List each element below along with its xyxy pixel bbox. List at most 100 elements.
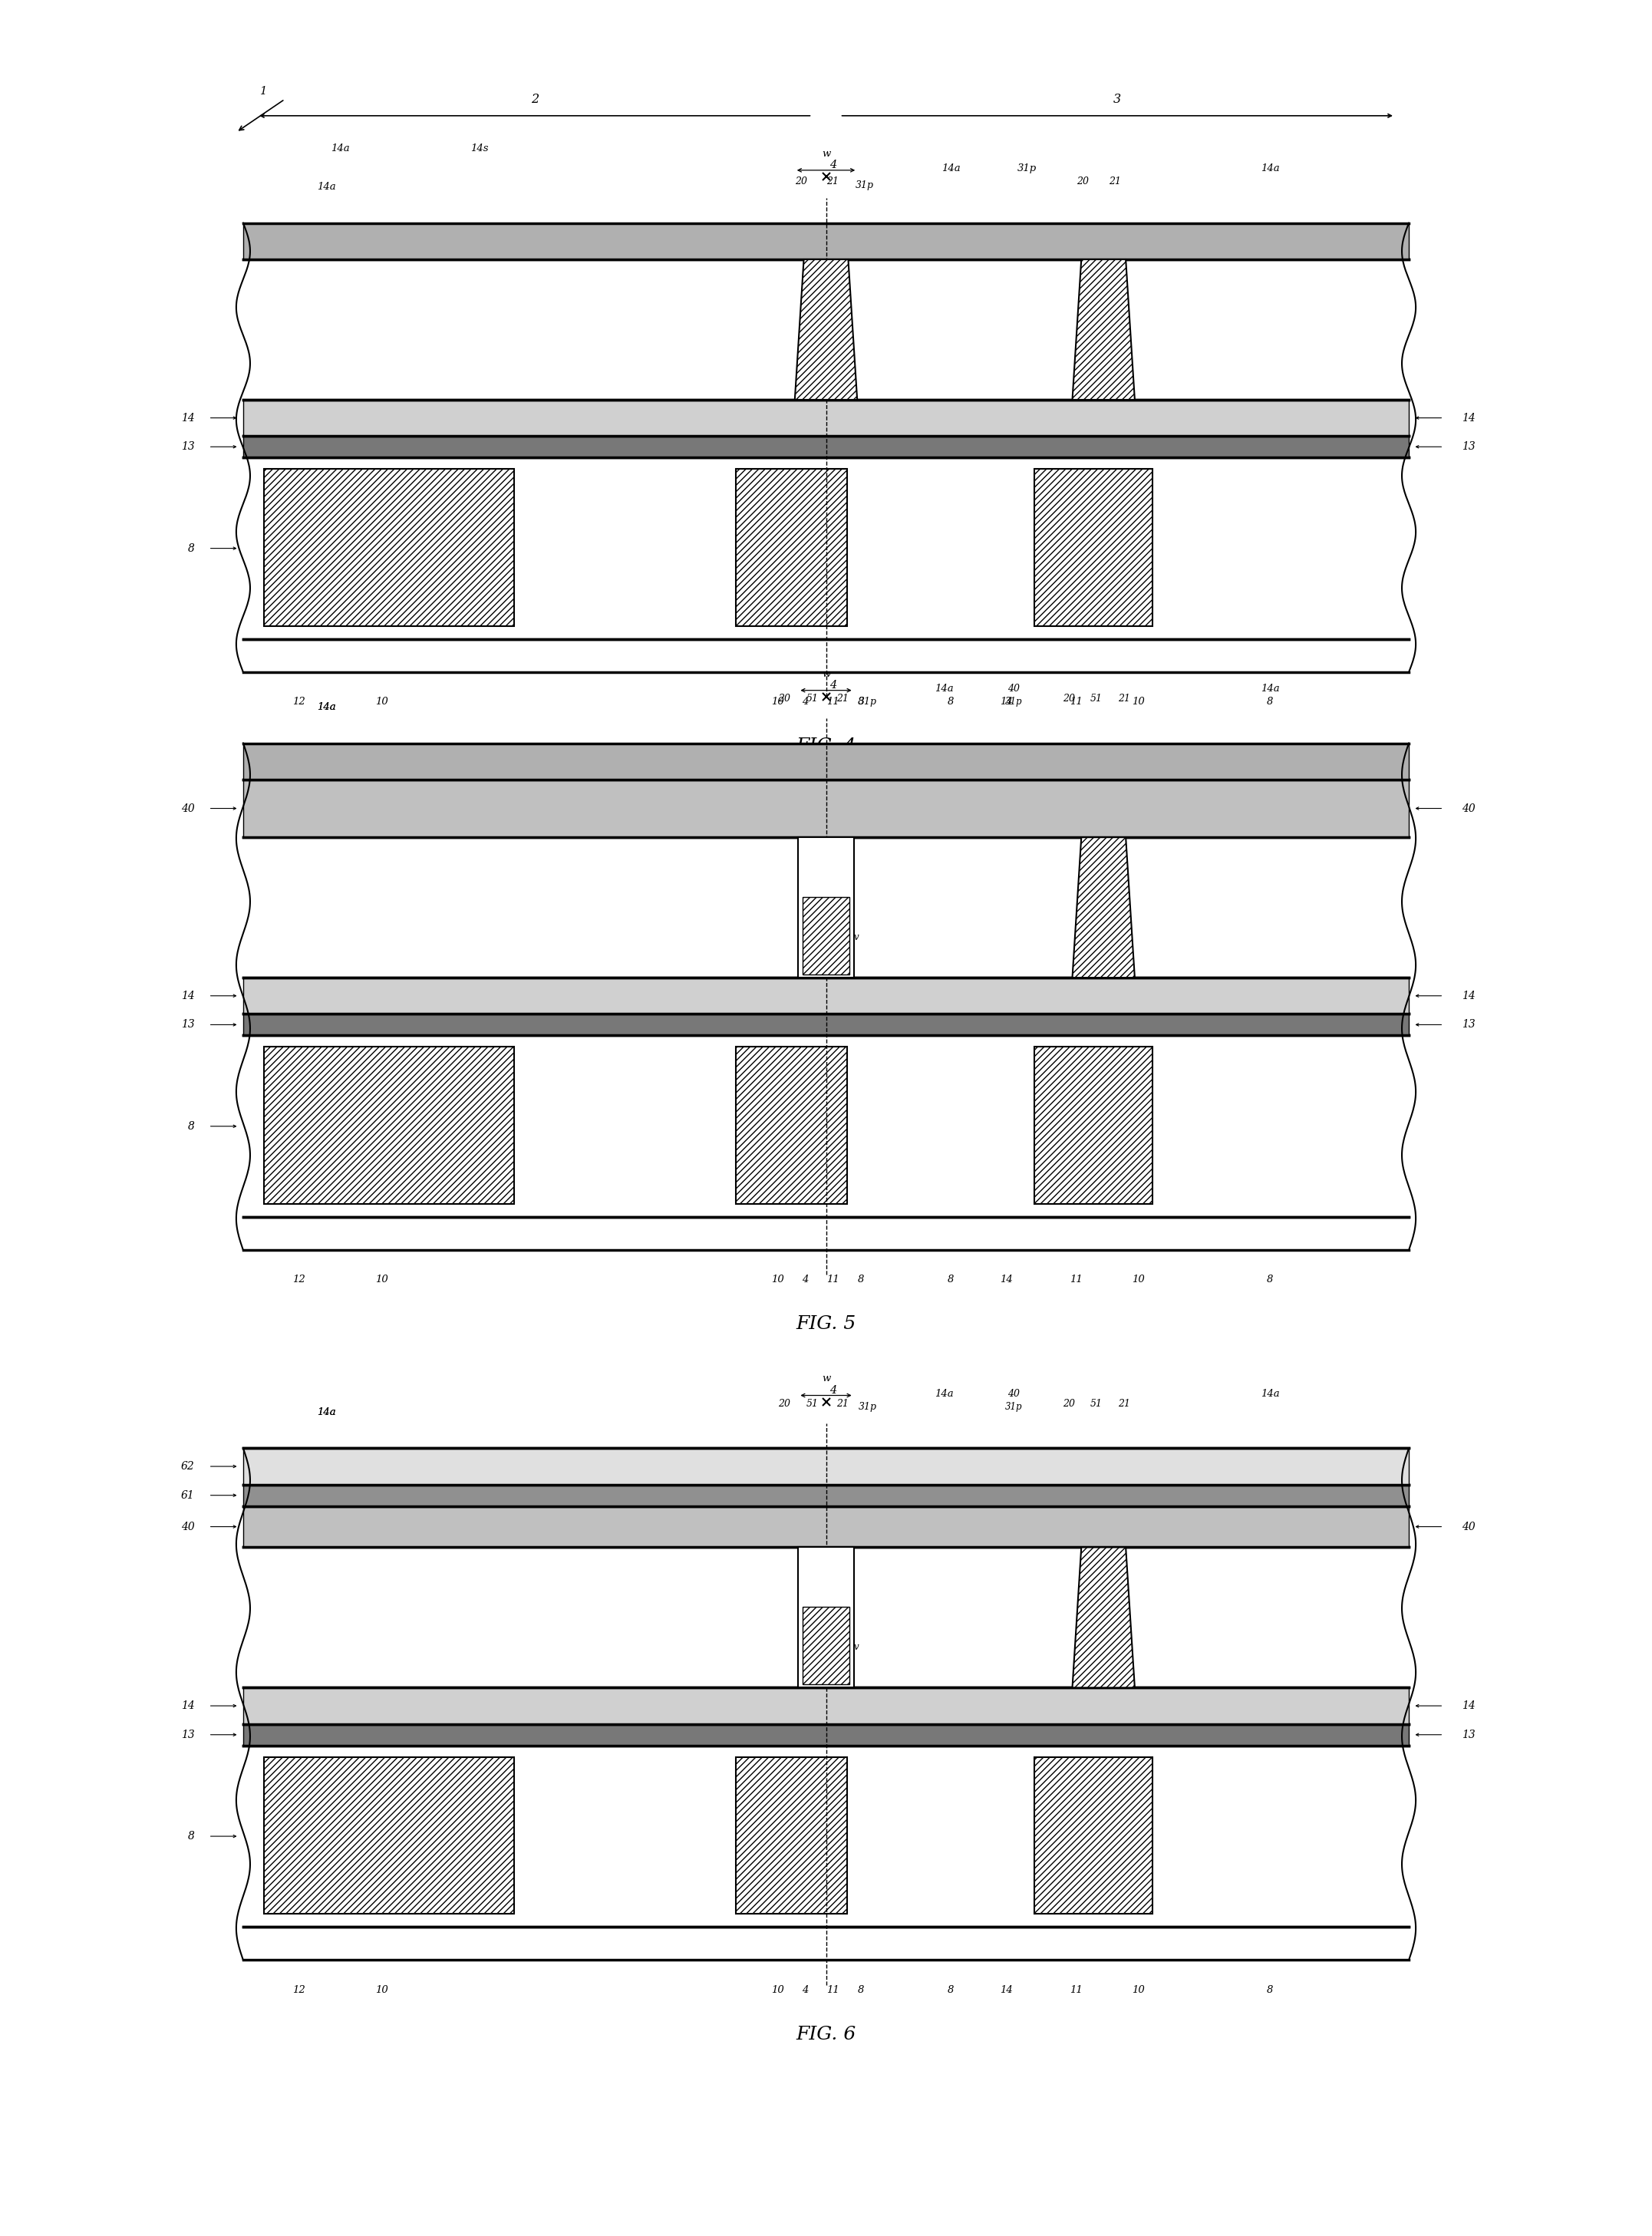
- Text: w: w: [821, 669, 831, 680]
- Text: 8: 8: [188, 1120, 195, 1131]
- Bar: [735, 1757, 847, 1914]
- Bar: [243, 1449, 1409, 1485]
- Text: 51: 51: [1090, 693, 1104, 704]
- Text: 14a: 14a: [935, 1389, 953, 1400]
- Text: 14a: 14a: [1260, 1389, 1280, 1400]
- Text: 11: 11: [1069, 698, 1082, 707]
- Text: 8: 8: [1267, 698, 1274, 707]
- Text: 31p: 31p: [1018, 163, 1037, 174]
- Text: 8: 8: [948, 1986, 955, 1995]
- Bar: [243, 436, 1409, 458]
- Text: 10: 10: [771, 1275, 783, 1286]
- Polygon shape: [1072, 259, 1135, 400]
- Bar: [243, 977, 1409, 1013]
- Text: FIG. 6: FIG. 6: [796, 2026, 856, 2044]
- Text: 51: 51: [806, 693, 818, 704]
- Text: 31p: 31p: [859, 698, 877, 707]
- Text: 8: 8: [857, 1275, 864, 1286]
- Text: 8: 8: [857, 698, 864, 707]
- Text: 13: 13: [182, 1020, 195, 1031]
- Text: 10: 10: [1132, 698, 1145, 707]
- Text: 13: 13: [1462, 1020, 1475, 1031]
- Text: 40: 40: [182, 1520, 195, 1532]
- Text: 4: 4: [801, 698, 808, 707]
- Bar: [264, 1046, 514, 1203]
- Text: 14a: 14a: [317, 1406, 335, 1418]
- Bar: [243, 458, 1409, 639]
- Text: 40: 40: [1462, 803, 1475, 814]
- Bar: [243, 1035, 1409, 1216]
- Text: 14: 14: [1462, 411, 1475, 423]
- Polygon shape: [795, 259, 857, 400]
- Text: 14: 14: [182, 411, 195, 423]
- Bar: [243, 1507, 1409, 1547]
- Bar: [243, 1485, 1409, 1507]
- Text: 1: 1: [261, 85, 268, 96]
- Text: 11: 11: [1069, 1986, 1082, 1995]
- Text: 14: 14: [182, 991, 195, 1002]
- Text: 4: 4: [829, 680, 836, 691]
- Bar: [264, 470, 514, 626]
- Text: 12: 12: [292, 1986, 306, 1995]
- Text: w: w: [821, 150, 831, 159]
- Text: 13: 13: [182, 440, 195, 452]
- Text: 31p: 31p: [856, 181, 874, 190]
- Text: 20: 20: [778, 1400, 791, 1409]
- Text: 14a: 14a: [1260, 163, 1280, 174]
- Text: 20: 20: [1077, 177, 1089, 188]
- Text: 21: 21: [1108, 177, 1120, 188]
- Text: 12: 12: [292, 1275, 306, 1286]
- Text: 14: 14: [999, 1275, 1013, 1286]
- Text: 11: 11: [1069, 1275, 1082, 1286]
- Text: 8: 8: [948, 1275, 955, 1286]
- Text: 61: 61: [182, 1489, 195, 1500]
- Bar: [243, 742, 1409, 780]
- Text: 20: 20: [1062, 1400, 1075, 1409]
- Text: 14a: 14a: [317, 181, 335, 192]
- Text: 14: 14: [182, 1699, 195, 1711]
- Text: 8: 8: [948, 698, 955, 707]
- Text: 4: 4: [829, 161, 836, 170]
- Text: 10: 10: [771, 1986, 783, 1995]
- Text: 21: 21: [1118, 1400, 1130, 1409]
- Text: 8: 8: [1267, 1275, 1274, 1286]
- Text: 13: 13: [1462, 440, 1475, 452]
- Text: w: w: [821, 1373, 831, 1384]
- Text: 4: 4: [801, 1275, 808, 1286]
- Bar: [798, 836, 854, 977]
- Text: 20: 20: [795, 177, 808, 188]
- Text: 13: 13: [182, 1728, 195, 1740]
- Text: 4: 4: [801, 1986, 808, 1995]
- Text: 2: 2: [530, 92, 539, 105]
- Text: 14: 14: [1462, 1699, 1475, 1711]
- Text: 62: 62: [182, 1460, 195, 1471]
- Text: 40: 40: [182, 803, 195, 814]
- Text: 31p: 31p: [1004, 1402, 1023, 1411]
- Text: 11: 11: [826, 1986, 839, 1995]
- Text: 51: 51: [1090, 1400, 1104, 1409]
- Text: 4: 4: [829, 1384, 836, 1395]
- Polygon shape: [1072, 836, 1135, 977]
- Text: 8: 8: [188, 1831, 195, 1842]
- Text: 51: 51: [806, 1400, 818, 1409]
- Text: 20: 20: [1062, 693, 1075, 704]
- Bar: [1034, 1757, 1151, 1914]
- Text: v: v: [854, 1643, 859, 1652]
- Text: v: v: [854, 932, 859, 941]
- Text: 8: 8: [188, 543, 195, 555]
- Text: 40: 40: [1462, 1520, 1475, 1532]
- Text: 14s: 14s: [471, 143, 487, 154]
- Polygon shape: [1072, 1547, 1135, 1688]
- Bar: [243, 1547, 1409, 1688]
- Bar: [243, 780, 1409, 836]
- Text: 10: 10: [1132, 1986, 1145, 1995]
- Text: FIG. 4: FIG. 4: [796, 738, 856, 756]
- Bar: [243, 224, 1409, 259]
- Text: 40: 40: [1008, 684, 1019, 693]
- Text: 3: 3: [1113, 92, 1122, 105]
- Text: 14: 14: [1462, 991, 1475, 1002]
- Bar: [243, 1724, 1409, 1746]
- Text: 8: 8: [1267, 1986, 1274, 1995]
- Bar: [735, 1046, 847, 1203]
- Bar: [1034, 1046, 1151, 1203]
